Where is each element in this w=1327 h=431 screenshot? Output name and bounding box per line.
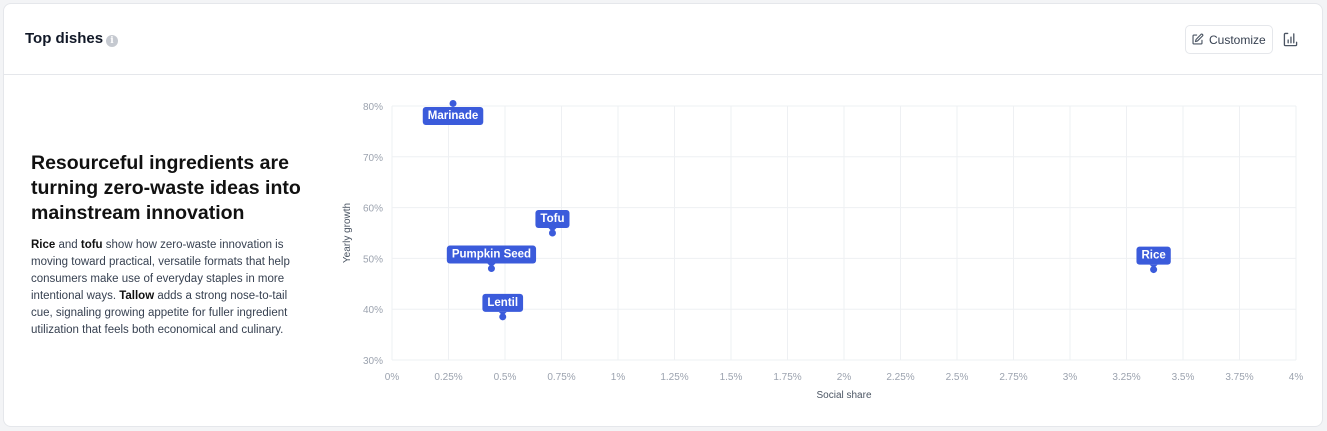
- data-point: [487, 265, 495, 273]
- data-label-pointer: [487, 263, 496, 268]
- top-dishes-card: Top dishes i Customize Resourceful ingre…: [3, 3, 1323, 427]
- data-point: [548, 229, 556, 237]
- x-tick-label: 2.5%: [946, 372, 969, 383]
- x-axis-title: Social share: [816, 390, 871, 401]
- scatter-chart: 0% 0.25% 0.5% 0.75% 1% 1.25% 1.5% 1.75% 2% 2.25% 2…: [334, 96, 1314, 406]
- insight-highlight: Tallow: [119, 290, 155, 302]
- data-label-badge: [535, 210, 570, 228]
- x-tick-label: 2%: [837, 372, 852, 383]
- scatter-chart-svg: 0% 0.25% 0.5% 0.75% 1% 1.25% 1.5% 1.75% 2% 2.25% 2…: [342, 99, 1304, 401]
- data-point: [449, 99, 457, 107]
- x-tick-label: 3%: [1063, 372, 1078, 383]
- y-axis-title: Yearly growth: [342, 203, 353, 263]
- data-point-label: Marinade: [428, 110, 479, 122]
- x-tick-label: 1%: [611, 372, 626, 383]
- customize-button[interactable]: Customize: [1185, 25, 1273, 54]
- x-tick-label: 3.25%: [1112, 372, 1140, 383]
- x-tick-label: 0.5%: [494, 372, 517, 383]
- data-label-badge: [422, 107, 484, 125]
- x-tick-label: 0.25%: [434, 372, 462, 383]
- data-point-label: Lentil: [487, 297, 518, 309]
- data-label-pointer: [548, 228, 557, 232]
- insight-body: Rice and tofu show how zero-waste innova…: [31, 237, 301, 339]
- card-title: Top dishes: [25, 30, 104, 47]
- insight-highlight: tofu: [80, 239, 103, 251]
- data-point-label: Pumpkin Seed: [452, 249, 531, 261]
- x-tick-label: 4%: [1289, 372, 1304, 383]
- y-tick-label: 40%: [363, 305, 383, 316]
- insight-text: and: [55, 239, 81, 251]
- insight-text: adds a strong nose-to-tail cue, signalin…: [31, 290, 288, 336]
- x-tick-label: 2.75%: [999, 372, 1027, 383]
- insight-highlight: Rice: [31, 239, 56, 251]
- x-tick-label: 1.25%: [660, 372, 688, 383]
- card-header: Top dishes i Customize: [4, 4, 1322, 75]
- data-label-pointer: [1149, 264, 1158, 269]
- x-tick-label: 2.25%: [886, 372, 914, 383]
- insight-text: show how zero-waste innovation is moving…: [31, 239, 290, 302]
- data-label-badge: [482, 293, 524, 312]
- y-tick-label: 50%: [363, 254, 383, 265]
- data-point-label: Tofu: [540, 213, 564, 225]
- y-tick-label: 80%: [363, 102, 383, 113]
- x-tick-label: 3.75%: [1225, 372, 1253, 383]
- x-tick-label: 0.75%: [547, 372, 575, 383]
- customize-label: Customize: [1209, 32, 1266, 47]
- edit-icon: [1192, 33, 1204, 45]
- data-point: [1150, 266, 1158, 274]
- y-tick-label: 60%: [363, 204, 383, 215]
- data-label-badge: [446, 245, 537, 264]
- x-tick-label: 3.5%: [1172, 372, 1195, 383]
- data-label-badge: [1136, 246, 1171, 265]
- data-label-pointer: [498, 311, 507, 316]
- data-point-label: Rice: [1141, 250, 1165, 262]
- y-tick-label: 30%: [363, 356, 383, 367]
- chart-icon[interactable]: [1283, 32, 1298, 47]
- x-tick-label: 0%: [385, 372, 400, 383]
- data-point: [499, 313, 507, 321]
- y-tick-label: 70%: [363, 153, 383, 164]
- x-tick-label: 1.5%: [720, 372, 743, 383]
- info-icon[interactable]: i: [106, 35, 118, 47]
- insight-headline: Resourceful ingredients are turning zero…: [31, 152, 301, 224]
- x-tick-label: 1.75%: [773, 372, 801, 383]
